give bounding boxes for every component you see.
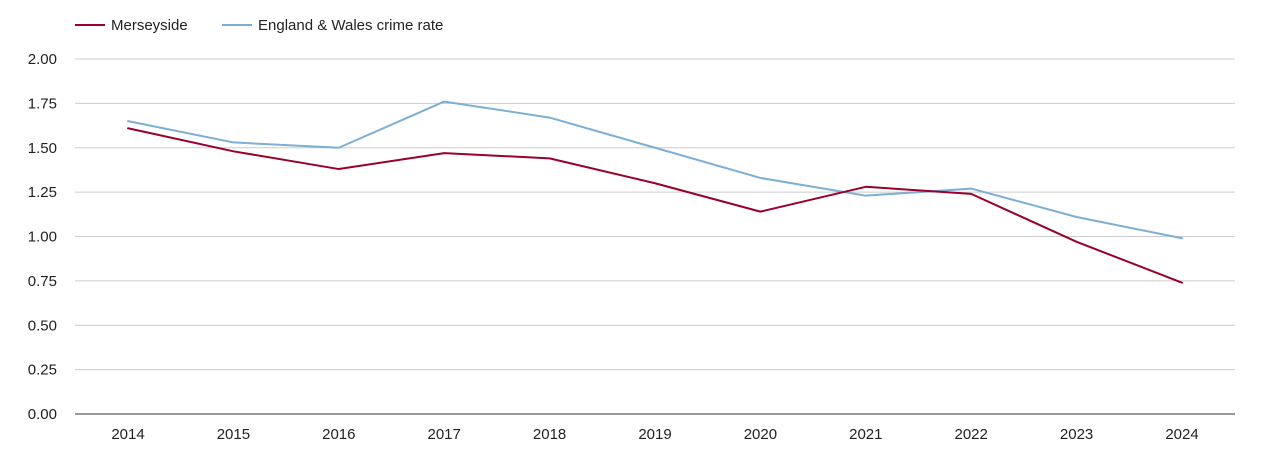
y-tick-label: 1.25 [28, 184, 57, 201]
x-tick-label: 2020 [744, 426, 777, 443]
x-tick-label: 2024 [1165, 426, 1198, 443]
x-tick-label: 2015 [217, 426, 250, 443]
x-tick-label: 2018 [533, 426, 566, 443]
y-tick-label: 0.50 [28, 317, 57, 334]
x-tick-label: 2021 [849, 426, 882, 443]
gridlines [75, 58, 1235, 371]
y-tick-label: 1.50 [28, 140, 57, 157]
y-tick-label: 2.00 [28, 51, 57, 68]
y-tick-label: 0.00 [28, 406, 57, 423]
x-tick-label: 2023 [1060, 426, 1093, 443]
legend: Merseyside England & Wales crime rate [75, 17, 443, 34]
x-tick-label: 2014 [111, 426, 144, 443]
y-axis-tick-labels: 0.00 0.25 0.50 0.75 1.00 1.25 1.50 1.75 2.00 [28, 51, 57, 423]
x-tick-label: 2016 [322, 426, 355, 443]
x-tick-label: 2019 [638, 426, 671, 443]
legend-label-merseyside: Merseyside [111, 17, 188, 34]
y-tick-label: 0.25 [28, 362, 57, 379]
y-tick-label: 0.75 [28, 273, 57, 290]
series-group [127, 100, 1183, 284]
x-axis-tick-labels: 2014 2015 2016 2017 2018 2019 2020 2021 2022 2023… [111, 426, 1198, 443]
x-tick-label: 2022 [955, 426, 988, 443]
legend-label-england-wales: England & Wales crime rate [258, 17, 443, 34]
series-line-merseyside [127, 127, 1183, 284]
y-tick-label: 1.75 [28, 95, 57, 112]
series-line-england-wales [127, 100, 1183, 240]
x-tick-label: 2017 [428, 426, 461, 443]
y-tick-label: 1.00 [28, 229, 57, 246]
